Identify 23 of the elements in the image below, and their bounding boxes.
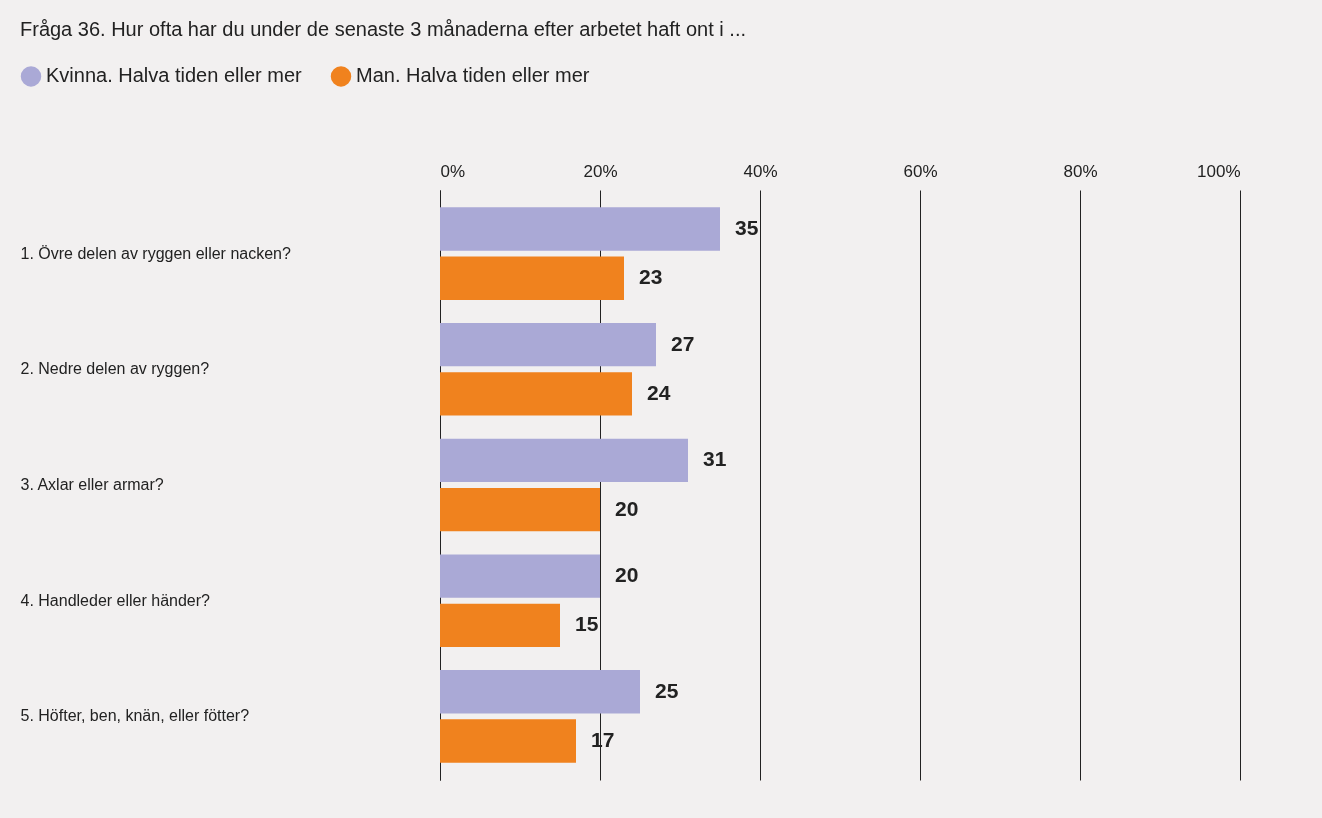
data-label: 31 (703, 447, 727, 471)
data-label: 23 (639, 265, 663, 289)
x-tick-label: 20% (583, 161, 618, 181)
y-tick-label: 4. Handleder eller händer? (20, 591, 211, 609)
data-label: 24 (647, 380, 671, 404)
y-tick-label: 2. Nedre delen av ryggen? (20, 360, 210, 378)
x-tick-label: 100% (1197, 161, 1241, 181)
x-tick-label: 40% (743, 161, 778, 181)
data-label: 35 (735, 216, 759, 240)
data-label: 25 (655, 678, 679, 702)
y-tick-label: 3. Axlar eller armar? (20, 476, 164, 493)
data-label: 15 (575, 612, 599, 636)
legend-label: Man. Halva tiden eller mer (356, 64, 590, 87)
y-tick-label: 1. Övre delen av ryggen eller nacken? (20, 244, 291, 262)
x-tick-label: 60% (903, 161, 938, 181)
legend-label: Kvinna. Halva tiden eller mer (46, 64, 303, 87)
data-label: 27 (671, 331, 695, 355)
chart-title: Fråga 36. Hur ofta har du under de senaste 3 månaderna efter arbetet haft ont i ... (20, 18, 747, 40)
x-tick-label: 0% (440, 161, 466, 181)
x-tick-label: 80% (1063, 161, 1098, 181)
data-label: 20 (615, 496, 639, 520)
y-tick-label: 5. Höfter, ben, knän, eller fötter? (20, 707, 250, 725)
data-label: 20 (615, 563, 639, 587)
